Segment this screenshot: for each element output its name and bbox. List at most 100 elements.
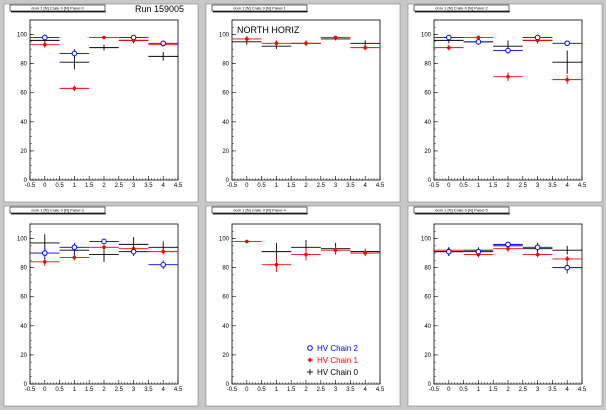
panel-pad (205, 205, 401, 407)
y-tick-label: 80 (424, 266, 431, 272)
y-tick-label: 20 (222, 353, 229, 359)
x-axis: -0.5 0 0.5 1 1.5 2 2.5 3 3.5 4 4.5 (429, 176, 587, 189)
x-tick-label: 4 (566, 387, 570, 393)
marker-star (363, 45, 368, 50)
x-tick-label: 1.5 (489, 387, 498, 393)
x-tick-label: 1 (73, 183, 77, 189)
panel-5: dom 1 [N] Crate 0 [N] Panel 4-0.5 0 0.5 1 1.… (205, 205, 401, 407)
x-tick-label: 0 (43, 183, 47, 189)
data-point (552, 50, 582, 74)
legend: HV Chain 2 HV Chain 1 HV Chain 0 (307, 344, 358, 377)
x-tick-label: 4.5 (174, 387, 183, 393)
data-point (463, 248, 494, 255)
series-hv-chain-1 (232, 239, 380, 272)
x-tick-label: 0.5 (55, 183, 64, 189)
y-axis: 0 20 40 60 80 100 (421, 19, 438, 184)
legend-marker-star (308, 358, 312, 362)
marker-star (43, 42, 47, 47)
x-tick-label: 1.5 (489, 183, 498, 189)
marker-circle (42, 250, 48, 256)
panel-title-box (211, 206, 308, 214)
x-tick-label: 1 (275, 387, 279, 393)
marker-star (304, 41, 308, 46)
marker-circle (475, 248, 482, 255)
panel-title: dom 1 [N] Crate 0 [N] Panel 2 (413, 4, 510, 13)
x-tick-label: -0.5 (227, 183, 238, 189)
marker-circle (534, 34, 541, 41)
panel-title: dom 1 [N] Crate 0 [N] Panel 0 (9, 4, 106, 13)
data-point (118, 247, 149, 256)
y-axis: 0 20 40 60 80 100 (219, 223, 236, 388)
series-hv-chain-1 (232, 35, 380, 51)
data-point (148, 40, 178, 47)
marker-star (476, 35, 481, 40)
data-point (261, 257, 292, 272)
marker-star (304, 252, 308, 257)
x-tick-label: 4.5 (376, 183, 385, 189)
legend-label: HV Chain 2 (317, 344, 358, 353)
x-tick-label: 3 (536, 183, 540, 189)
panel-annotation: Run 159005 (135, 4, 184, 14)
x-axis: -0.5 0 0.5 1 1.5 2 2.5 3 3.5 4 4.5 (429, 380, 587, 393)
y-tick-label: 0 (428, 382, 432, 388)
x-tick-label: 2 (506, 387, 510, 393)
marker-star (102, 245, 106, 250)
x-tick-label: 3 (334, 183, 338, 189)
marker-star (506, 246, 510, 251)
data-point (59, 254, 90, 261)
data-point (118, 34, 149, 41)
marker-circle (564, 264, 571, 271)
panel-title: dom 1 [N] Crate 0 [N] Panel 5 (413, 206, 510, 215)
y-tick-label: 100 (219, 33, 230, 39)
x-tick-label: 2.5 (317, 387, 326, 393)
x-tick-label: -0.5 (25, 387, 36, 393)
legend-label: HV Chain 1 (317, 356, 358, 365)
y-tick-label: 100 (17, 237, 28, 243)
y-axis: 0 20 40 60 80 100 (421, 223, 438, 388)
legend-marker-circle (307, 345, 313, 351)
x-tick-label: -0.5 (227, 387, 238, 393)
x-tick-label: 2 (506, 183, 510, 189)
x-tick-label: 4.5 (578, 183, 587, 189)
data-point (148, 260, 178, 270)
x-tick-label: 0 (447, 387, 451, 393)
panel-title-box (9, 206, 106, 214)
y-axis: 0 20 40 60 80 100 (17, 223, 34, 388)
panel-title-box (211, 4, 308, 12)
data-point (89, 244, 119, 251)
data-point (350, 44, 380, 51)
marker-circle (130, 34, 137, 41)
y-tick-label: 40 (424, 324, 431, 330)
y-tick-label: 0 (24, 382, 28, 388)
panel-title-box (413, 4, 510, 12)
marker-star (333, 35, 338, 40)
marker-circle (160, 40, 166, 47)
data-point (350, 250, 380, 256)
data-point (261, 40, 292, 47)
x-tick-label: 0.5 (55, 387, 64, 393)
data-point (232, 36, 262, 42)
x-tick-label: 1.5 (287, 183, 296, 189)
x-tick-label: 4 (364, 183, 368, 189)
panel-pad (3, 205, 199, 407)
x-tick-label: -0.5 (429, 183, 440, 189)
x-tick-label: 0 (447, 183, 451, 189)
x-axis: -0.5 0 0.5 1 1.5 2 2.5 3 3.5 4 4.5 (227, 176, 385, 189)
y-tick-label: 60 (222, 91, 229, 97)
x-tick-label: 2 (304, 183, 308, 189)
series-hv-chain-2 (30, 238, 178, 270)
panel-pad (3, 3, 199, 203)
x-tick-label: 3.5 (346, 387, 355, 393)
legend-entry: HV Chain 0 (307, 368, 358, 377)
panel-title-text: dom 1 [N] Crate 0 [N] Panel 1 (233, 6, 286, 11)
x-axis: -0.5 0 0.5 1 1.5 2 2.5 3 3.5 4 4.5 (227, 380, 385, 393)
data-point (493, 47, 523, 54)
y-tick-label: 80 (20, 266, 27, 272)
x-tick-label: 0 (245, 183, 249, 189)
x-tick-label: 3 (132, 387, 136, 393)
series-hv-chain-2 (434, 34, 582, 54)
panel-pad (407, 205, 603, 407)
y-tick-label: 0 (226, 382, 230, 388)
y-tick-label: 20 (424, 149, 431, 155)
data-point (59, 85, 90, 92)
